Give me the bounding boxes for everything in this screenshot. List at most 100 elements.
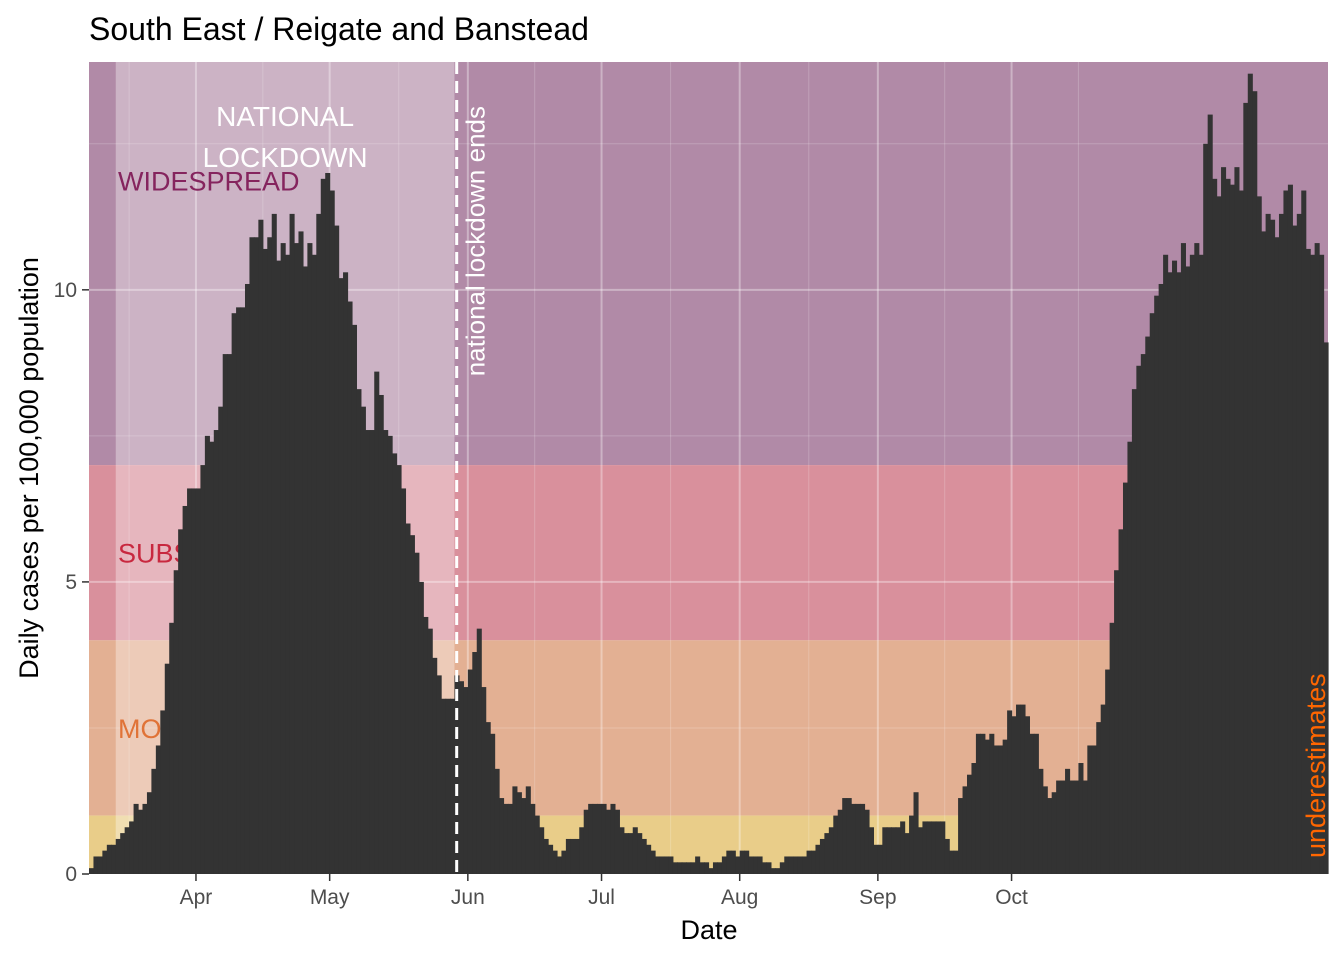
case-bar bbox=[1225, 178, 1231, 874]
case-bar bbox=[463, 687, 469, 874]
case-bar bbox=[516, 792, 522, 874]
case-bar bbox=[632, 827, 638, 874]
case-bar bbox=[351, 324, 358, 874]
case-bar bbox=[659, 856, 665, 874]
case-bar bbox=[1069, 780, 1075, 874]
case-bar bbox=[802, 856, 808, 874]
case-bar bbox=[806, 850, 812, 874]
case-bar bbox=[187, 488, 193, 874]
case-bar bbox=[276, 260, 282, 874]
case-bar bbox=[89, 868, 95, 874]
case-bar bbox=[748, 856, 754, 874]
case-bar bbox=[222, 354, 228, 875]
case-bar bbox=[860, 803, 866, 874]
case-bar bbox=[1154, 295, 1160, 874]
case-bar bbox=[601, 803, 607, 874]
case-bar bbox=[195, 488, 202, 874]
band-label-widespread: WIDESPREAD bbox=[118, 167, 300, 197]
case-bar bbox=[472, 652, 478, 874]
case-bar bbox=[1189, 254, 1195, 874]
case-bar bbox=[485, 722, 491, 874]
case-bar bbox=[258, 219, 264, 874]
case-bars bbox=[89, 73, 1329, 875]
case-bar bbox=[980, 733, 986, 874]
case-bar bbox=[338, 278, 344, 874]
case-bar bbox=[285, 254, 291, 874]
case-bar bbox=[244, 283, 251, 875]
case-bar bbox=[534, 815, 540, 874]
case-bar bbox=[1109, 622, 1115, 874]
case-bar bbox=[445, 698, 451, 874]
case-bar bbox=[450, 698, 456, 874]
case-bar bbox=[467, 669, 473, 874]
case-bar bbox=[271, 213, 277, 874]
case-bar bbox=[267, 237, 273, 874]
case-bar bbox=[873, 844, 879, 874]
case-bar bbox=[1047, 798, 1053, 874]
case-bar bbox=[1051, 792, 1057, 874]
x-tick-label: Jun bbox=[451, 886, 485, 909]
case-bar bbox=[1274, 237, 1280, 874]
case-bar bbox=[1118, 529, 1124, 874]
case-bar bbox=[770, 868, 776, 874]
case-bar bbox=[1096, 722, 1102, 874]
case-bar bbox=[525, 786, 531, 874]
case-bar bbox=[824, 833, 830, 874]
case-bar bbox=[935, 821, 941, 874]
case-bar bbox=[1163, 254, 1169, 874]
case-bar bbox=[931, 821, 937, 874]
case-bar bbox=[209, 441, 215, 874]
case-bar bbox=[1172, 260, 1178, 874]
case-bar bbox=[142, 803, 148, 874]
case-bar bbox=[663, 856, 669, 874]
case-bar bbox=[1122, 482, 1129, 874]
case-bar bbox=[904, 833, 910, 874]
case-bar bbox=[993, 745, 999, 874]
case-bar bbox=[895, 827, 901, 874]
x-tick-label: Oct bbox=[995, 886, 1028, 909]
case-bar bbox=[93, 856, 99, 874]
x-axis: Apr May Jun Jul Aug Sep Oct bbox=[180, 874, 1028, 909]
case-bar bbox=[1087, 745, 1093, 874]
case-bar bbox=[672, 862, 678, 874]
case-bar bbox=[1002, 739, 1008, 874]
case-bar bbox=[655, 856, 661, 874]
case-bar bbox=[1261, 231, 1267, 875]
case-bar bbox=[815, 844, 821, 874]
case-bar bbox=[200, 465, 206, 874]
case-bar bbox=[160, 710, 166, 874]
y-tick-label: 5 bbox=[65, 571, 77, 594]
case-bar bbox=[409, 535, 415, 874]
case-bar bbox=[436, 675, 442, 874]
x-tick-label: May bbox=[310, 886, 350, 909]
case-bar bbox=[334, 225, 340, 874]
case-bar bbox=[1127, 441, 1133, 874]
case-bar bbox=[374, 371, 380, 874]
plot-panel: WIDESPREADSUBSTANTIALMODERATE NATIONAL L… bbox=[89, 62, 1331, 875]
case-bar bbox=[726, 850, 732, 874]
case-bar bbox=[1091, 745, 1097, 874]
case-bar bbox=[173, 570, 179, 874]
case-bar bbox=[280, 243, 286, 875]
case-bar bbox=[253, 237, 259, 874]
case-bar bbox=[530, 803, 536, 874]
case-bar bbox=[851, 803, 857, 874]
case-bar bbox=[320, 178, 326, 874]
case-bar bbox=[1180, 243, 1186, 875]
case-bar bbox=[1238, 190, 1244, 874]
lockdown-label-line2: LOCKDOWN bbox=[203, 142, 368, 173]
case-bar bbox=[864, 809, 870, 874]
case-bar bbox=[846, 798, 852, 874]
case-bar bbox=[552, 850, 558, 874]
case-bar bbox=[605, 809, 612, 874]
case-bar bbox=[387, 435, 393, 874]
case-bar bbox=[739, 850, 745, 874]
case-bar bbox=[365, 430, 371, 874]
case-bar bbox=[668, 856, 674, 874]
case-bar bbox=[570, 838, 576, 874]
case-bar bbox=[588, 803, 594, 874]
case-bar bbox=[579, 827, 585, 874]
case-bar bbox=[757, 856, 763, 874]
case-bar bbox=[561, 850, 567, 874]
case-bar bbox=[369, 430, 375, 874]
